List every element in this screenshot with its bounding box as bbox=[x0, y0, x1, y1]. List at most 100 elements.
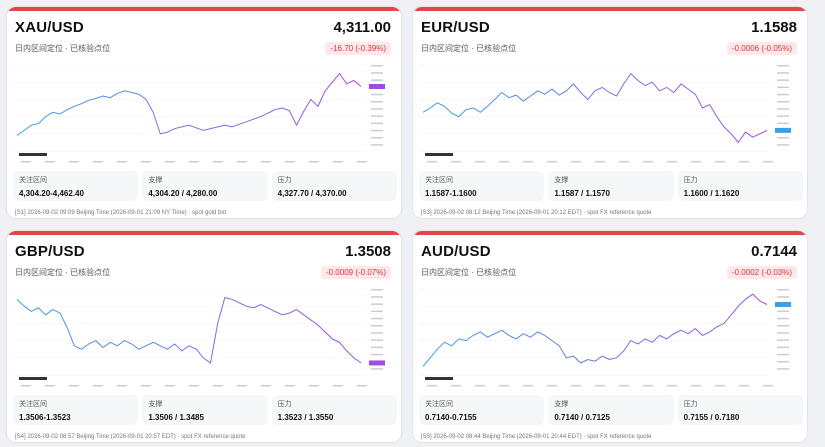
price-scale-tick bbox=[777, 101, 789, 103]
stat-support: 支撑 1.1587 / 1.1570 bbox=[548, 171, 674, 201]
time-axis-tick bbox=[189, 161, 199, 163]
change-badge: -0.0009 (-0.07%) bbox=[320, 266, 391, 279]
price-chart[interactable] bbox=[419, 59, 803, 165]
time-axis-tick bbox=[547, 385, 557, 387]
stat-value: 4,304.20-4,462.40 bbox=[19, 189, 84, 198]
pair-symbol: EUR/USD bbox=[421, 19, 490, 36]
stat-label: 支撑 bbox=[148, 177, 163, 184]
price-line bbox=[16, 297, 362, 364]
stat-label: 支撑 bbox=[148, 401, 163, 408]
stat-resistance: 压力 1.1600 / 1.1620 bbox=[677, 171, 803, 201]
time-axis-tick bbox=[189, 385, 199, 387]
pair-symbol: AUD/USD bbox=[421, 243, 491, 260]
time-axis-tick bbox=[117, 385, 127, 387]
stat-label: 压力 bbox=[683, 177, 698, 184]
card-accent-bar bbox=[7, 7, 401, 11]
stat-label: 支撑 bbox=[554, 177, 569, 184]
time-axis-tick bbox=[93, 385, 103, 387]
stat-support: 支撑 1.3506 / 1.3485 bbox=[142, 395, 268, 425]
stat-watch-range: 关注区间 1.3506-1.3523 bbox=[13, 395, 139, 425]
time-axis-tick bbox=[523, 385, 533, 387]
time-axis-tick bbox=[21, 161, 31, 163]
source-footnote: [S4] 2026-09-02 08:57 Beijing Time (2026… bbox=[15, 434, 246, 440]
time-axis-tick bbox=[333, 161, 343, 163]
levels-row: 关注区间 1.1587-1.1600 支撑 1.1587 / 1.1570 压力… bbox=[419, 171, 803, 201]
time-axis-tick bbox=[69, 161, 79, 163]
time-axis-tick bbox=[739, 385, 749, 387]
time-axis-tick bbox=[165, 385, 175, 387]
card-accent-bar bbox=[413, 7, 807, 11]
chart-watermark-logo bbox=[19, 153, 47, 156]
price-scale-tick bbox=[371, 129, 383, 132]
stat-value: 1.1587 / 1.1570 bbox=[554, 189, 610, 198]
stat-value: 0.7155 / 0.7180 bbox=[683, 413, 740, 422]
stat-label: 关注区间 bbox=[19, 401, 47, 408]
stat-watch-range: 关注区间 1.1587-1.1600 bbox=[419, 171, 545, 201]
stat-support: 支撑 0.7140 / 0.7125 bbox=[548, 395, 674, 425]
time-axis-tick bbox=[715, 385, 725, 387]
stat-label: 关注区间 bbox=[425, 177, 453, 184]
change-badge: -0.0006 (-0.05%) bbox=[726, 42, 797, 55]
time-axis-tick bbox=[357, 385, 367, 387]
levels-row: 关注区间 4,304.20-4,462.40 支撑 4,304.20 / 4,2… bbox=[13, 171, 397, 201]
price-scale-tick bbox=[777, 296, 789, 298]
change-badge: -16.70 (-0.39%) bbox=[325, 42, 391, 55]
last-price: 0.7144 bbox=[751, 243, 797, 260]
price-scale-tick bbox=[371, 310, 383, 313]
stat-label: 压力 bbox=[683, 401, 698, 408]
price-scale-tick bbox=[777, 93, 789, 96]
price-scale-tick bbox=[777, 353, 789, 356]
price-scale-tick bbox=[777, 332, 789, 334]
time-axis-tick bbox=[213, 385, 223, 387]
time-axis-tick bbox=[619, 161, 629, 163]
stat-support: 支撑 4,304.20 / 4,280.00 bbox=[142, 171, 268, 201]
time-axis-tick bbox=[45, 385, 55, 387]
price-scale-tick bbox=[371, 296, 383, 298]
quote-card-eur[interactable]: EUR/USD 1.1588 日内区间定位 · 已核验点位 -0.0006 (-… bbox=[412, 6, 808, 219]
current-price-marker bbox=[775, 301, 791, 307]
price-scale-tick bbox=[777, 115, 789, 117]
price-scale-tick bbox=[777, 65, 789, 67]
price-scale-tick bbox=[777, 317, 789, 320]
pair-symbol: GBP/USD bbox=[15, 243, 85, 260]
time-axis-tick bbox=[357, 161, 367, 163]
price-scale-tick bbox=[371, 303, 383, 305]
levels-row: 关注区间 1.3506-1.3523 支撑 1.3506 / 1.3485 压力… bbox=[13, 395, 397, 425]
price-chart[interactable] bbox=[13, 283, 397, 389]
price-chart[interactable] bbox=[13, 59, 397, 165]
stat-value: 1.3506 / 1.3485 bbox=[148, 413, 204, 422]
price-scale-tick bbox=[371, 72, 383, 74]
time-axis-tick bbox=[571, 385, 581, 387]
price-scale-tick bbox=[777, 86, 789, 89]
price-scale-tick bbox=[777, 325, 789, 327]
quote-card-xau[interactable]: XAU/USD 4,311.00 日内区间定位 · 已核验点位 -16.70 (… bbox=[6, 6, 402, 219]
card-subtitle: 日内区间定位 · 已核验点位 bbox=[421, 44, 517, 53]
stat-value: 1.3523 / 1.3550 bbox=[277, 413, 334, 422]
time-axis-tick bbox=[333, 385, 343, 387]
current-price-marker bbox=[369, 360, 385, 366]
stat-value: 1.1587-1.1600 bbox=[425, 189, 477, 198]
time-axis-tick bbox=[499, 385, 509, 387]
price-scale-tick bbox=[777, 144, 789, 146]
price-scale-tick bbox=[777, 137, 789, 139]
price-scale-tick bbox=[371, 101, 383, 103]
stat-value: 1.3506-1.3523 bbox=[19, 413, 71, 422]
quote-card-aud[interactable]: AUD/USD 0.7144 日内区间定位 · 已核验点位 -0.0002 (-… bbox=[412, 230, 808, 443]
quote-card-gbp[interactable]: GBP/USD 1.3508 日内区间定位 · 已核验点位 -0.0009 (-… bbox=[6, 230, 402, 443]
time-axis-tick bbox=[571, 161, 581, 163]
time-axis-tick bbox=[475, 161, 485, 163]
card-subtitle: 日内区间定位 · 已核验点位 bbox=[15, 44, 111, 53]
time-axis-tick bbox=[141, 385, 151, 387]
price-scale-tick bbox=[371, 368, 383, 370]
last-price: 4,311.00 bbox=[333, 19, 391, 36]
stat-value: 0.7140-0.7155 bbox=[425, 413, 477, 422]
price-scale-tick bbox=[777, 339, 789, 341]
time-axis-tick bbox=[237, 385, 247, 387]
time-axis-tick bbox=[427, 385, 437, 387]
stat-value: 4,327.70 / 4,370.00 bbox=[277, 189, 347, 198]
stat-value: 1.1600 / 1.1620 bbox=[683, 189, 740, 198]
time-axis-tick bbox=[285, 385, 295, 387]
price-chart[interactable] bbox=[419, 283, 803, 389]
time-axis-tick bbox=[691, 385, 701, 387]
